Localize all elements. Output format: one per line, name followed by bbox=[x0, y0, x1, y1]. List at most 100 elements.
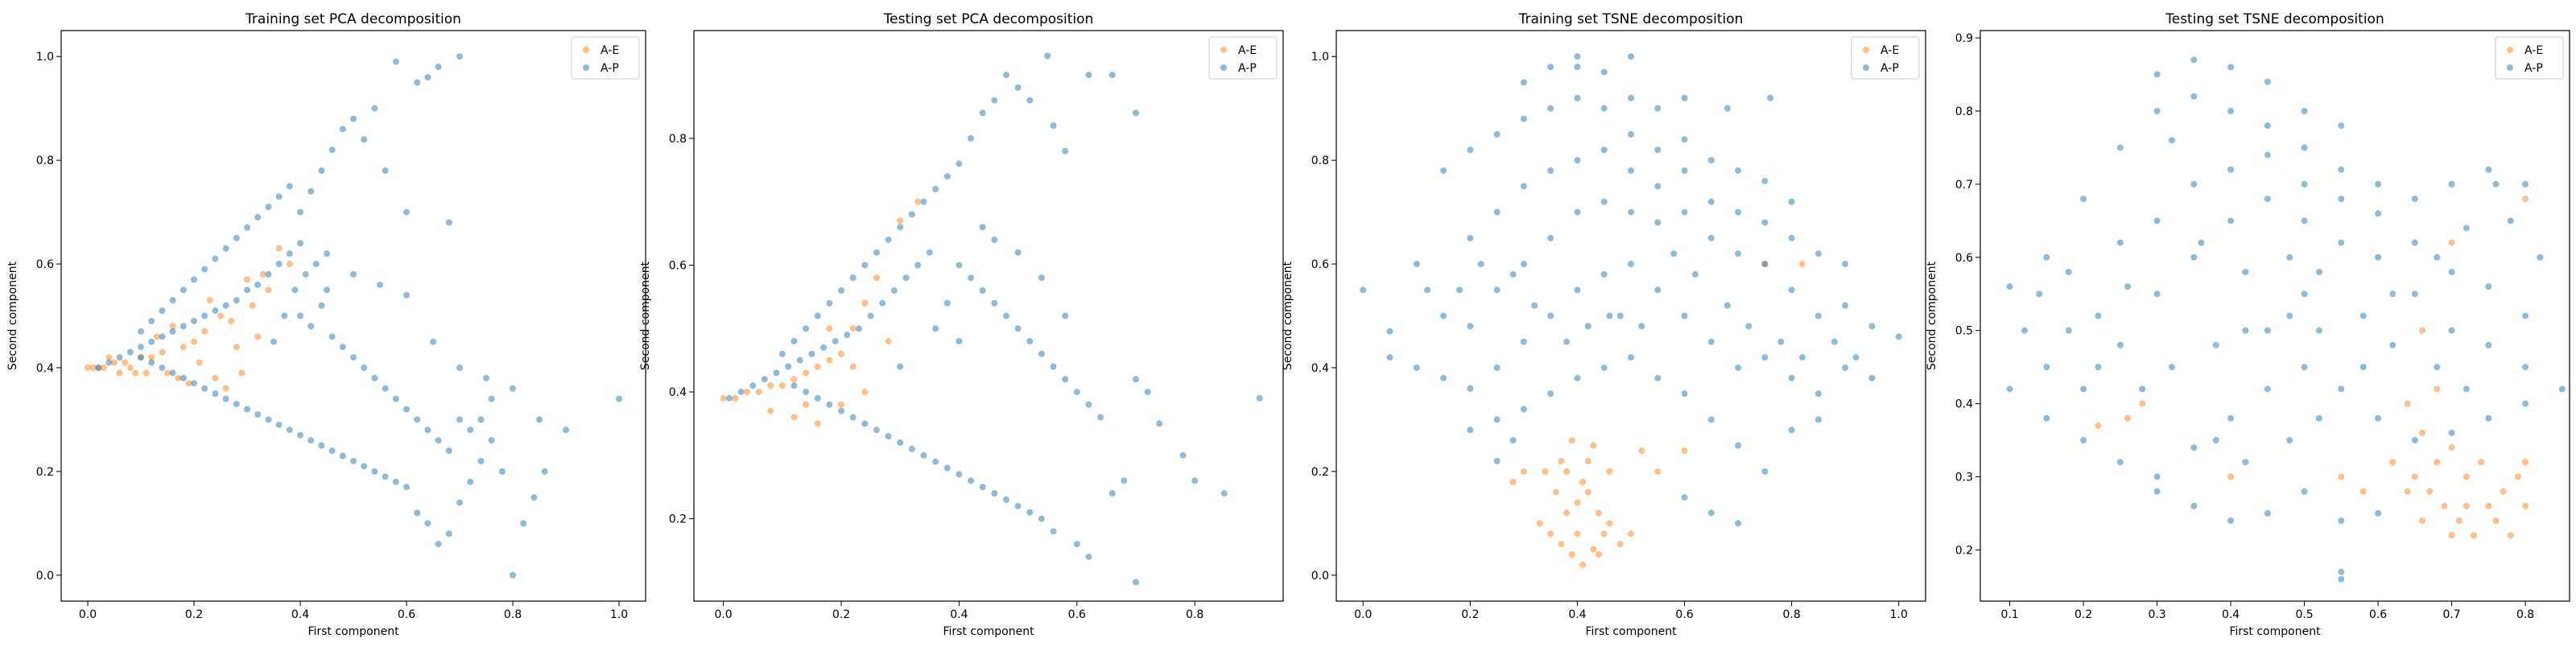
scatter-point-a-e bbox=[2448, 444, 2455, 451]
legend: A-E A-P bbox=[1851, 36, 1920, 80]
scatter-point-a-e bbox=[2338, 473, 2345, 480]
scatter-point-a-e bbox=[105, 354, 113, 361]
scatter-point-a-p bbox=[1038, 274, 1045, 282]
x-tick-label: 0.0 bbox=[79, 608, 97, 621]
scatter-point-a-p bbox=[233, 234, 240, 241]
scatter-point-a-p bbox=[1842, 364, 1849, 371]
scatter-point-a-p bbox=[1600, 198, 1608, 205]
scatter-point-a-e bbox=[2434, 385, 2441, 393]
scatter-point-a-p bbox=[2227, 217, 2235, 225]
scatter-point-a-p bbox=[297, 208, 303, 216]
y-tick-label: 0.3 bbox=[1955, 471, 1973, 484]
scatter-point-a-e bbox=[1520, 468, 1527, 475]
scatter-point-a-e bbox=[1542, 468, 1549, 475]
scatter-point-a-p bbox=[169, 369, 176, 377]
scatter-point-a-p bbox=[1520, 183, 1527, 190]
scatter-point-a-e bbox=[791, 414, 798, 421]
scatter-point-a-p bbox=[1467, 234, 1474, 241]
scatter-point-a-p bbox=[1681, 494, 1688, 501]
scatter-point-a-e bbox=[169, 323, 176, 330]
scatter-point-a-p bbox=[275, 421, 283, 428]
scatter-point-a-p bbox=[424, 74, 431, 81]
scatter-point-a-p bbox=[116, 354, 123, 361]
scatter-point-a-e bbox=[2478, 459, 2485, 466]
scatter-point-a-e bbox=[1638, 447, 1645, 455]
scatter-point-a-e bbox=[126, 364, 134, 371]
scatter-point-a-p bbox=[1520, 115, 1527, 122]
scatter-point-a-e bbox=[814, 420, 821, 427]
scatter-point-a-p bbox=[2301, 107, 2308, 114]
y-tick-label: 0.6 bbox=[1311, 258, 1329, 271]
scatter-point-a-e bbox=[1547, 530, 1554, 538]
scatter-point-a-e bbox=[1574, 499, 1581, 506]
x-axis-label: First component bbox=[943, 625, 1034, 638]
chart-title: Training set TSNE decomposition bbox=[1518, 11, 1744, 27]
scatter-point-a-p bbox=[2411, 291, 2418, 298]
scatter-point-a-p bbox=[2522, 180, 2529, 188]
scatter-point-a-p bbox=[1735, 520, 1742, 527]
scatter-point-a-p bbox=[1628, 167, 1634, 175]
scatter-point-a-p bbox=[2338, 568, 2345, 575]
scatter-point-a-p bbox=[1440, 374, 1447, 381]
legend-label: A-P bbox=[601, 62, 619, 75]
scatter-point-a-e bbox=[767, 407, 774, 414]
scatter-point-a-p bbox=[2492, 180, 2500, 188]
scatter-point-a-p bbox=[2434, 364, 2441, 371]
y-tick-label: 0.8 bbox=[36, 155, 54, 167]
scatter-point-a-p bbox=[1628, 94, 1634, 101]
scatter-point-a-p bbox=[1788, 374, 1795, 381]
scatter-point-a-p bbox=[1654, 219, 1662, 226]
scatter-point-a-p bbox=[1852, 354, 1860, 361]
scatter-point-a-p bbox=[297, 431, 303, 439]
scatter-point-a-p bbox=[725, 394, 733, 402]
scatter-point-a-p bbox=[1761, 261, 1769, 268]
scatter-point-a-p bbox=[382, 385, 389, 392]
scatter-point-a-p bbox=[879, 299, 886, 307]
scatter-point-a-p bbox=[371, 468, 378, 475]
scatter-point-a-e bbox=[1552, 488, 1559, 496]
scatter-point-a-p bbox=[885, 433, 892, 440]
scatter-point-a-p bbox=[1133, 109, 1139, 117]
x-tick-label: 0.0 bbox=[1354, 608, 1372, 621]
scatter-point-a-p bbox=[2227, 517, 2235, 525]
scatter-point-a-p bbox=[773, 369, 780, 377]
scatter-point-a-p bbox=[339, 452, 346, 459]
legend-label: A-E bbox=[1880, 44, 1899, 57]
scatter-point-a-p bbox=[943, 173, 951, 180]
scatter-point-a-p bbox=[2448, 268, 2455, 275]
scatter-point-a-p bbox=[1014, 502, 1022, 509]
scatter-point-a-p bbox=[979, 109, 986, 117]
scatter-point-a-e bbox=[185, 380, 192, 387]
scatter-point-a-e bbox=[2404, 488, 2411, 495]
scatter-point-a-p bbox=[1062, 312, 1069, 319]
scatter-point-a-p bbox=[2242, 459, 2249, 466]
scatter-point-a-p bbox=[2411, 437, 2418, 444]
scatter-point-a-p bbox=[2080, 196, 2087, 203]
scatter-point-a-p bbox=[2375, 509, 2382, 517]
scatter-point-a-p bbox=[498, 468, 506, 475]
scatter-point-a-p bbox=[1654, 286, 1662, 294]
y-tick-label: 0.8 bbox=[669, 133, 687, 146]
scatter-point-a-e bbox=[2462, 502, 2470, 509]
y-tick-label: 0.4 bbox=[1955, 398, 1973, 411]
scatter-point-a-p bbox=[1616, 312, 1624, 319]
scatter-point-a-p bbox=[1761, 177, 1769, 184]
scatter-point-a-p bbox=[308, 188, 315, 195]
scatter-point-a-e bbox=[1606, 468, 1613, 475]
x-tick-label: 0.4 bbox=[2222, 608, 2240, 621]
scatter-point-a-p bbox=[1121, 477, 1128, 484]
x-tick-label: 0.3 bbox=[2148, 608, 2165, 621]
scatter-point-a-p bbox=[2212, 341, 2219, 348]
scatter-point-a-p bbox=[138, 354, 144, 361]
scatter-point-a-p bbox=[1654, 146, 1662, 154]
scatter-point-a-p bbox=[1681, 390, 1688, 398]
scatter-point-a-e bbox=[803, 369, 810, 377]
scatter-point-a-p bbox=[1467, 385, 1474, 392]
scatter-point-a-p bbox=[2227, 166, 2235, 173]
scatter-point-a-e bbox=[1616, 541, 1624, 548]
x-tick-label: 0.5 bbox=[2295, 608, 2313, 621]
scatter-point-a-p bbox=[791, 382, 798, 389]
scatter-point-a-p bbox=[563, 427, 569, 434]
scatter-point-a-p bbox=[286, 183, 293, 190]
scatter-point-a-p bbox=[286, 250, 293, 258]
